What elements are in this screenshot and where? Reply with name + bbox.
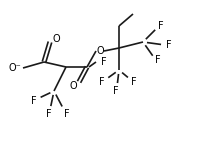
Text: O⁻: O⁻ (9, 63, 21, 73)
Text: F: F (46, 109, 52, 119)
Text: F: F (158, 21, 164, 31)
Text: F: F (64, 109, 70, 119)
Text: F: F (166, 40, 172, 50)
Text: F: F (155, 55, 161, 65)
Text: O: O (69, 81, 77, 91)
Text: F: F (113, 86, 119, 96)
Text: O: O (52, 34, 60, 44)
Text: O: O (96, 46, 104, 56)
Text: F: F (101, 57, 107, 67)
Text: F: F (31, 96, 37, 106)
Text: F: F (99, 77, 105, 87)
Text: F: F (131, 77, 137, 87)
